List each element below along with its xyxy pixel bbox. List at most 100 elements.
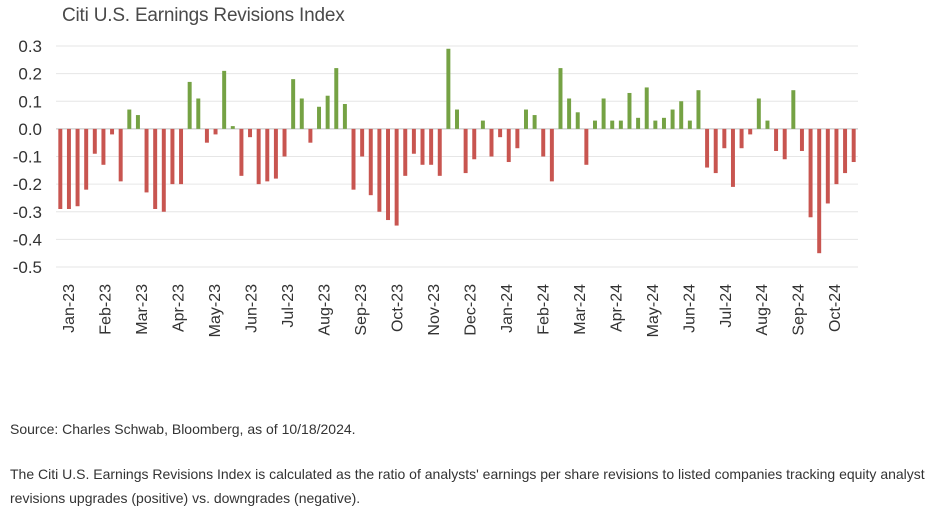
x-tick-label: Jul-23 — [280, 284, 297, 328]
bar — [110, 128, 115, 135]
bar — [834, 128, 839, 185]
x-tick-label: Feb-24 — [535, 284, 552, 335]
y-tick-label: 0.0 — [18, 120, 42, 139]
bar — [653, 120, 658, 129]
bar — [179, 128, 184, 185]
bar — [524, 109, 528, 129]
x-tick-label: Jul-24 — [718, 284, 735, 328]
bar — [273, 128, 278, 179]
x-tick-label: Jan-23 — [61, 284, 78, 333]
bar — [377, 128, 382, 212]
y-tick-label: 0.1 — [18, 92, 42, 111]
bar — [791, 90, 796, 129]
x-tick-label: Jan-24 — [499, 284, 516, 333]
bars — [58, 48, 856, 254]
bar — [748, 128, 753, 135]
bar — [618, 120, 623, 129]
bar — [851, 128, 856, 163]
source-note: Source: Charles Schwab, Bloomberg, as of… — [10, 421, 356, 437]
y-tick-label: -0.2 — [13, 175, 42, 194]
index-description: The Citi U.S. Earnings Revisions Index i… — [10, 466, 925, 506]
bar — [135, 115, 140, 129]
bar — [679, 101, 684, 129]
y-tick-label: -0.3 — [13, 203, 42, 222]
bar — [342, 104, 347, 129]
bar — [498, 128, 503, 138]
bar — [420, 128, 425, 165]
bar — [429, 128, 434, 165]
bar — [730, 128, 735, 187]
bar — [325, 95, 330, 129]
bar — [825, 128, 830, 204]
bar — [713, 128, 718, 174]
bar — [541, 128, 546, 157]
x-tick-label: Feb-23 — [98, 284, 115, 335]
bar — [317, 106, 322, 129]
bar — [584, 128, 589, 165]
x-tick-label: Oct-23 — [390, 284, 407, 332]
bar — [610, 120, 615, 129]
bar — [118, 128, 123, 182]
grid-lines — [56, 45, 858, 268]
bar — [515, 128, 520, 149]
bar — [411, 128, 416, 154]
x-tick-label: May-24 — [645, 284, 662, 337]
bar — [222, 70, 227, 129]
bar — [687, 120, 692, 129]
y-tick-label: 0.2 — [18, 65, 42, 84]
bar — [66, 128, 71, 209]
x-tick-label: Mar-23 — [134, 284, 151, 335]
bar — [532, 115, 537, 129]
x-tick-label: Nov-23 — [426, 284, 443, 336]
bar — [230, 126, 235, 129]
y-tick-label: -0.1 — [13, 148, 42, 167]
bar — [455, 109, 459, 129]
bar — [75, 128, 80, 207]
bar — [144, 128, 149, 193]
bar — [705, 128, 710, 168]
bar — [472, 128, 477, 160]
bar — [153, 128, 158, 209]
x-tick-label: Oct-24 — [827, 284, 844, 332]
bar — [403, 128, 408, 176]
bar — [127, 109, 132, 129]
bar — [644, 87, 649, 129]
bar — [817, 128, 822, 254]
bar — [506, 128, 511, 163]
bar — [161, 128, 166, 212]
bar — [299, 98, 304, 129]
bar — [351, 128, 356, 190]
bar — [282, 128, 287, 157]
bar — [661, 117, 666, 129]
x-tick-label: Aug-24 — [754, 284, 771, 336]
bar — [394, 128, 399, 226]
bar — [627, 92, 632, 129]
bar — [489, 128, 494, 157]
y-axis-tick-labels: 0.3 0.2 0.1 0.0 -0.1 -0.2 -0.3 -0.4 -0.5 — [13, 37, 42, 277]
bar — [593, 120, 597, 129]
bar — [480, 120, 485, 129]
bar — [239, 128, 244, 176]
bar — [92, 128, 97, 154]
x-tick-label: Dec-23 — [462, 284, 479, 336]
bar — [567, 98, 572, 129]
bar — [187, 81, 192, 129]
bar — [291, 79, 296, 129]
bar — [446, 48, 451, 129]
bar — [799, 128, 804, 151]
bar — [368, 128, 373, 196]
bar — [558, 68, 563, 129]
bar — [549, 128, 554, 182]
bar — [722, 128, 727, 149]
x-tick-label: May-23 — [207, 284, 224, 337]
bar — [601, 98, 606, 129]
x-tick-label: Mar-24 — [572, 284, 589, 335]
y-tick-label: -0.5 — [13, 258, 42, 277]
bar — [170, 128, 175, 185]
bar — [84, 128, 89, 190]
x-tick-label: Jun-23 — [244, 284, 261, 333]
bar — [774, 128, 779, 151]
bar — [101, 128, 106, 165]
bar — [636, 117, 641, 129]
bar — [739, 128, 744, 149]
